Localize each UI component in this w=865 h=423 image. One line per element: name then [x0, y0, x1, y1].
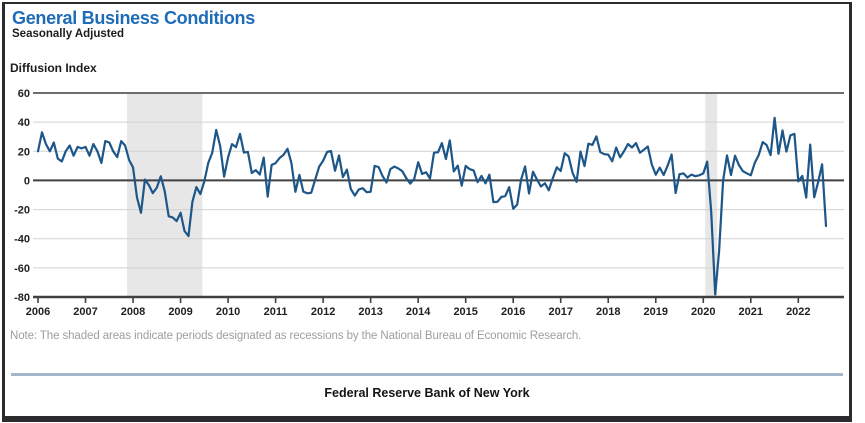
svg-text:20: 20 [18, 146, 30, 158]
svg-text:2020: 2020 [691, 306, 715, 318]
svg-text:2007: 2007 [73, 306, 97, 318]
svg-text:2009: 2009 [168, 306, 192, 318]
page-title: General Business Conditions [12, 8, 255, 28]
svg-text:-80: -80 [14, 292, 30, 304]
line-chart: 2006 2007 2008 2009 2010 2011 2012 2013 2014 2015… [6, 86, 854, 322]
svg-text:2014: 2014 [406, 306, 431, 318]
svg-text:60: 60 [18, 88, 30, 100]
svg-text:2017: 2017 [548, 306, 572, 318]
svg-text:2012: 2012 [311, 306, 335, 318]
svg-text:-60: -60 [14, 263, 30, 275]
footer-rule [11, 373, 843, 376]
footer-text: Federal Reserve Bank of New York [324, 386, 530, 400]
svg-text:2011: 2011 [264, 306, 288, 318]
svg-text:0: 0 [24, 175, 30, 187]
page-subtitle: Seasonally Adjusted [12, 28, 125, 40]
svg-text:2022: 2022 [786, 306, 810, 318]
svg-text:2019: 2019 [644, 306, 668, 318]
svg-text:2015: 2015 [453, 306, 477, 318]
y-axis-title: Diffusion Index [10, 61, 97, 75]
svg-text:2008: 2008 [121, 306, 145, 318]
svg-text:-20: -20 [14, 205, 30, 217]
svg-text:2013: 2013 [358, 306, 382, 318]
recession-note: Note: The shaded areas indicate periods … [10, 330, 582, 342]
svg-text:2018: 2018 [596, 306, 620, 318]
svg-text:2006: 2006 [26, 306, 50, 318]
diffusion-index-line-chart: 2006 2007 2008 2009 2010 2011 2012 2013 2014 2015… [14, 88, 844, 318]
svg-text:2010: 2010 [216, 306, 240, 318]
chart-panel: General Business Conditions Seasonally A… [2, 2, 852, 422]
svg-text:-40: -40 [14, 234, 30, 246]
svg-text:2016: 2016 [501, 306, 525, 318]
svg-text:2021: 2021 [739, 306, 763, 318]
svg-text:40: 40 [18, 117, 30, 129]
